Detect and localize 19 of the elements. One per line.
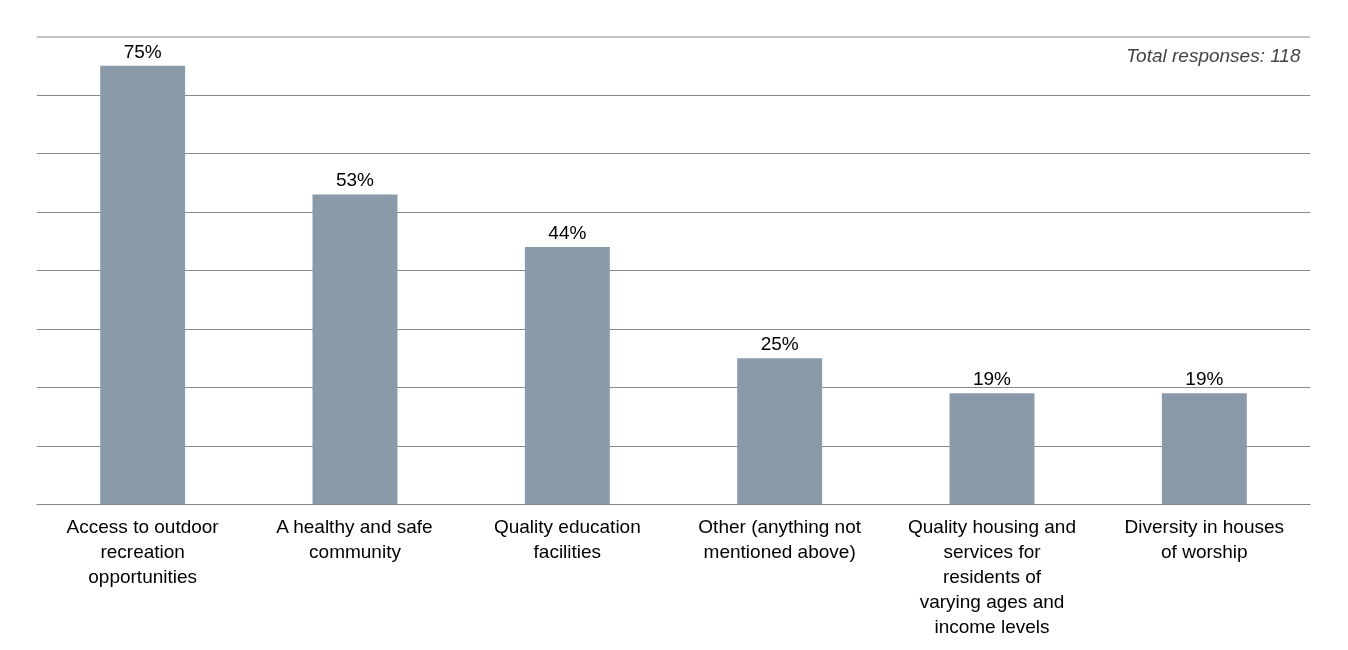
bar [524,247,610,505]
bar [1161,393,1247,505]
data-label: 53% [335,169,375,191]
data-label: 44% [548,222,587,244]
x-tick-label: Diversity in houses of worship [1124,515,1285,562]
data-label: 25% [760,333,799,355]
bar [949,393,1035,505]
bar [100,65,186,505]
x-tick-label: Quality housing and services for residents of varying ages and income levels [908,515,1076,638]
x-tick-label: A healthy and safe community [276,515,433,562]
data-label: 19% [972,368,1012,390]
data-label: 75% [123,40,162,62]
x-tick-label: Access to outdoor recreation opportunities [66,515,220,587]
bar [312,194,398,505]
annotation: Total responses: 118 [1126,44,1301,66]
bar [737,358,823,505]
data-label: 19% [1185,368,1224,390]
x-tick-label: Quality education facilities [493,515,641,562]
x-tick-label: Other (anything not mentioned above) [698,515,862,562]
